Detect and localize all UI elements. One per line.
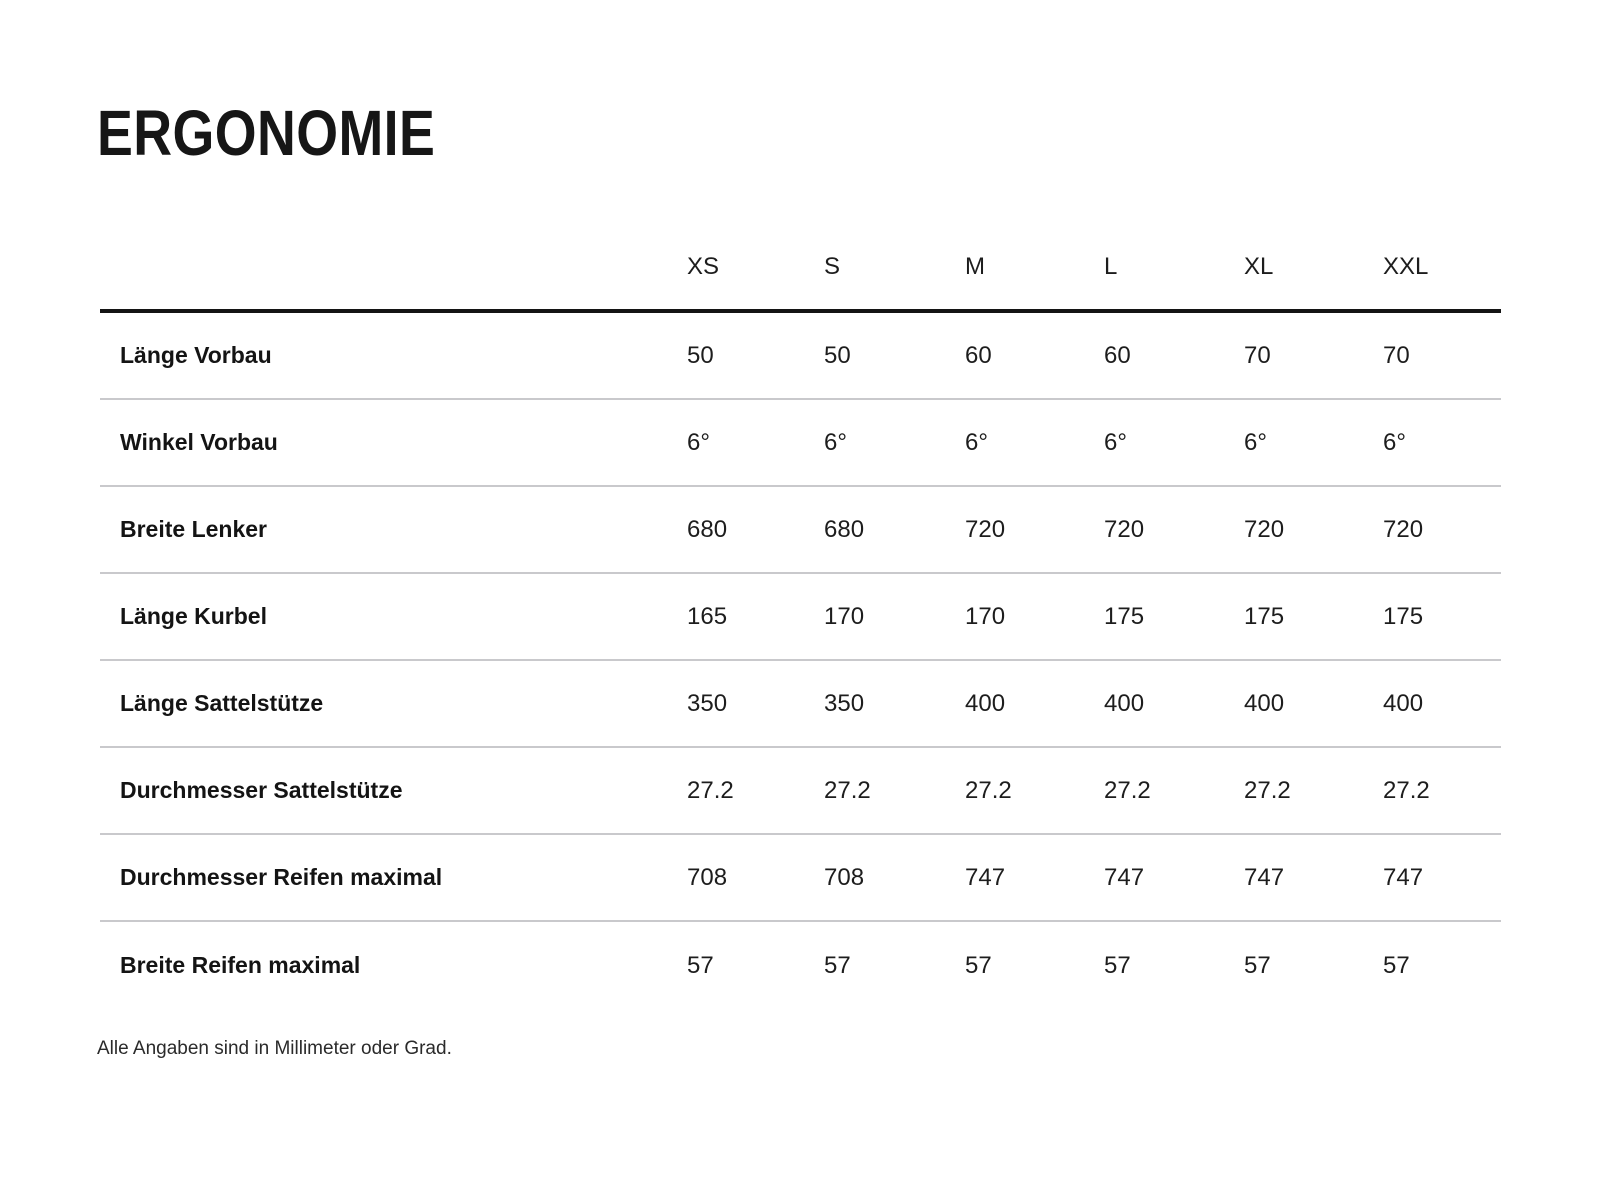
table-cell: 747 bbox=[965, 863, 1006, 891]
page-title: ERGONOMIE bbox=[97, 97, 436, 169]
table-cell: 6° bbox=[1104, 428, 1127, 456]
table-cell: 720 bbox=[1383, 515, 1424, 543]
table-row-winkel-vorbau: Winkel Vorbau 6° 6° 6° 6° 6° 6° bbox=[100, 400, 1501, 487]
table-cell: 57 bbox=[965, 951, 992, 979]
table-cell: 747 bbox=[1104, 863, 1145, 891]
table-cell: 680 bbox=[824, 515, 865, 543]
column-header-s: S bbox=[824, 253, 841, 280]
table-row-durchmesser-sattelstuetze: Durchmesser Sattelstütze 27.2 27.2 27.2 … bbox=[100, 748, 1501, 835]
table-cell: 60 bbox=[1104, 341, 1131, 369]
row-label: Länge Kurbel bbox=[120, 603, 267, 629]
table-cell: 27.2 bbox=[1104, 776, 1151, 804]
table-cell: 400 bbox=[1244, 689, 1285, 717]
column-header-xxl: XXL bbox=[1383, 253, 1429, 280]
table-cell: 720 bbox=[965, 515, 1006, 543]
table-cell: 57 bbox=[1383, 951, 1410, 979]
ergonomics-table: XS S M L XL XXL Länge Vorbau 50 50 60 60… bbox=[100, 225, 1501, 1009]
table-cell: 70 bbox=[1244, 341, 1271, 369]
table-cell: 6° bbox=[1383, 428, 1406, 456]
table-cell: 57 bbox=[1244, 951, 1271, 979]
table-cell: 6° bbox=[687, 428, 710, 456]
table-row-laenge-vorbau: Länge Vorbau 50 50 60 60 70 70 bbox=[100, 313, 1501, 400]
table-cell: 720 bbox=[1104, 515, 1145, 543]
table-cell: 747 bbox=[1244, 863, 1285, 891]
table-cell: 60 bbox=[965, 341, 992, 369]
row-label: Breite Lenker bbox=[120, 516, 268, 542]
table-cell: 50 bbox=[687, 341, 714, 369]
table-cell: 400 bbox=[1383, 689, 1424, 717]
column-header-xs: XS bbox=[687, 253, 720, 280]
table-cell: 350 bbox=[824, 689, 865, 717]
table-cell: 175 bbox=[1104, 602, 1145, 630]
table-cell: 57 bbox=[1104, 951, 1131, 979]
footnote: Alle Angaben sind in Millimeter oder Gra… bbox=[97, 1038, 452, 1059]
table-cell: 680 bbox=[687, 515, 728, 543]
column-header-xl: XL bbox=[1244, 253, 1274, 280]
table-cell: 747 bbox=[1383, 863, 1424, 891]
column-header-m: M bbox=[965, 253, 985, 280]
table-cell: 27.2 bbox=[1383, 776, 1430, 804]
table-row-breite-lenker: Breite Lenker 680 680 720 720 720 720 bbox=[100, 487, 1501, 574]
table-cell: 165 bbox=[687, 602, 728, 630]
table-cell: 708 bbox=[687, 863, 728, 891]
row-label: Breite Reifen maximal bbox=[120, 952, 361, 978]
row-label: Länge Sattelstütze bbox=[120, 690, 324, 716]
row-label: Länge Vorbau bbox=[120, 342, 272, 368]
table-cell: 720 bbox=[1244, 515, 1285, 543]
table-cell: 27.2 bbox=[1244, 776, 1291, 804]
table-cell: 170 bbox=[824, 602, 865, 630]
row-label: Winkel Vorbau bbox=[120, 429, 278, 455]
table-cell: 175 bbox=[1383, 602, 1424, 630]
table-row-durchmesser-reifen-maximal: Durchmesser Reifen maximal 708 708 747 7… bbox=[100, 835, 1501, 922]
table-cell: 27.2 bbox=[687, 776, 734, 804]
table-cell: 27.2 bbox=[824, 776, 871, 804]
table-cell: 6° bbox=[824, 428, 847, 456]
row-label: Durchmesser Sattelstütze bbox=[120, 777, 403, 803]
table-cell: 6° bbox=[965, 428, 988, 456]
table-row-laenge-kurbel: Länge Kurbel 165 170 170 175 175 175 bbox=[100, 574, 1501, 661]
table-cell: 175 bbox=[1244, 602, 1285, 630]
column-header-l: L bbox=[1104, 253, 1118, 280]
table-header-row: XS S M L XL XXL bbox=[100, 225, 1501, 313]
table-cell: 400 bbox=[965, 689, 1006, 717]
table-row-breite-reifen-maximal: Breite Reifen maximal 57 57 57 57 57 57 bbox=[100, 922, 1501, 1009]
row-label: Durchmesser Reifen maximal bbox=[120, 864, 443, 890]
table-cell: 6° bbox=[1244, 428, 1267, 456]
table-cell: 350 bbox=[687, 689, 728, 717]
table-cell: 400 bbox=[1104, 689, 1145, 717]
table-cell: 57 bbox=[687, 951, 714, 979]
table-cell: 708 bbox=[824, 863, 865, 891]
table-row-laenge-sattelstuetze: Länge Sattelstütze 350 350 400 400 400 4… bbox=[100, 661, 1501, 748]
table-cell: 57 bbox=[824, 951, 851, 979]
table-cell: 170 bbox=[965, 602, 1006, 630]
table-cell: 70 bbox=[1383, 341, 1410, 369]
table-cell: 50 bbox=[824, 341, 851, 369]
table-cell: 27.2 bbox=[965, 776, 1012, 804]
